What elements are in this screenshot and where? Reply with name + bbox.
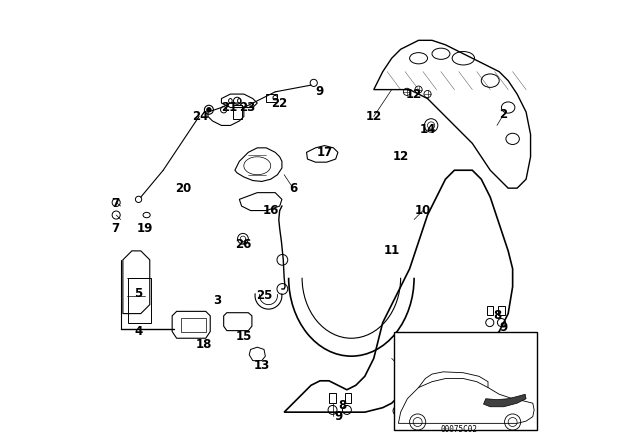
Bar — [233, 105, 242, 119]
Text: 15: 15 — [236, 329, 252, 343]
Text: 16: 16 — [262, 204, 279, 217]
Text: 12: 12 — [406, 87, 422, 101]
Text: 14: 14 — [419, 123, 436, 137]
Text: 6: 6 — [289, 181, 297, 195]
Bar — [394, 394, 401, 404]
Bar — [345, 393, 351, 403]
Polygon shape — [484, 394, 526, 407]
Text: 7: 7 — [111, 197, 119, 211]
Text: 3: 3 — [213, 293, 221, 307]
Text: 22: 22 — [271, 96, 288, 110]
Text: 8: 8 — [493, 309, 501, 323]
Text: 1: 1 — [399, 363, 407, 376]
Text: 4: 4 — [134, 325, 143, 338]
Circle shape — [207, 108, 211, 112]
Text: 9: 9 — [335, 410, 343, 423]
Text: 17: 17 — [316, 146, 333, 159]
Text: 7: 7 — [111, 222, 119, 235]
Text: 25: 25 — [256, 289, 272, 302]
Bar — [486, 306, 493, 315]
Text: 9: 9 — [413, 410, 422, 423]
Text: 8: 8 — [401, 399, 409, 412]
Text: 13: 13 — [253, 358, 270, 372]
Bar — [266, 94, 278, 102]
Text: 5: 5 — [134, 287, 143, 300]
Text: 2: 2 — [500, 108, 508, 121]
Bar — [410, 394, 417, 404]
Text: 21: 21 — [221, 101, 237, 114]
Text: 26: 26 — [235, 237, 251, 251]
Bar — [499, 306, 504, 315]
Text: 9: 9 — [500, 320, 508, 334]
Text: 00075C02: 00075C02 — [440, 425, 477, 434]
Text: 10: 10 — [415, 204, 431, 217]
Text: 24: 24 — [192, 110, 209, 123]
Text: 23: 23 — [239, 101, 255, 114]
Text: 20: 20 — [175, 181, 191, 195]
Bar — [394, 332, 538, 430]
Text: 12: 12 — [365, 110, 382, 123]
Text: 19: 19 — [136, 222, 152, 235]
Text: 18: 18 — [195, 338, 212, 352]
Text: 11: 11 — [383, 244, 400, 258]
Bar — [181, 318, 206, 332]
Bar — [128, 278, 150, 323]
Bar — [329, 393, 336, 403]
Text: 12: 12 — [392, 150, 409, 164]
Text: 9: 9 — [316, 85, 324, 99]
Text: 8: 8 — [339, 399, 346, 412]
